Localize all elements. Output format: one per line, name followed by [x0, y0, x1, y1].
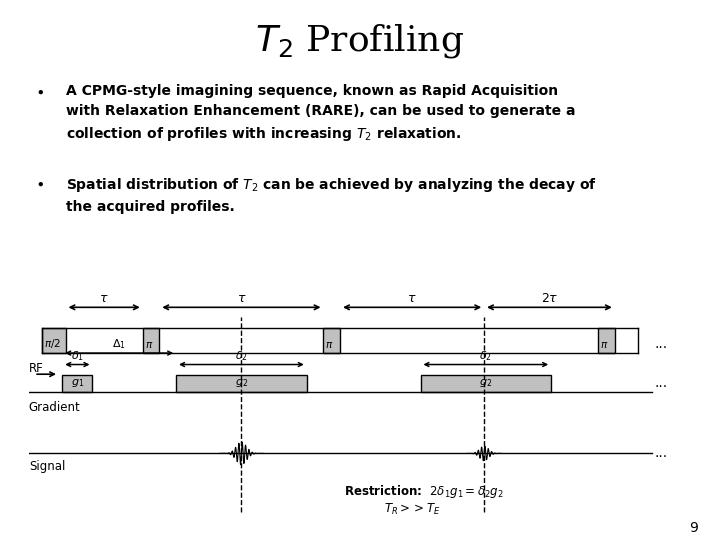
Text: $g_1$: $g_1$	[71, 377, 84, 389]
Text: $\pi$: $\pi$	[600, 340, 608, 350]
Text: ...: ...	[655, 376, 668, 390]
Text: $\tau$: $\tau$	[408, 292, 417, 305]
Text: $\delta_1$: $\delta_1$	[71, 349, 84, 363]
Text: $\pi$: $\pi$	[145, 340, 153, 350]
Bar	[598, 328, 615, 353]
Bar	[42, 328, 66, 353]
Bar	[176, 375, 307, 392]
Text: $\delta_2$: $\delta_2$	[480, 349, 492, 363]
Bar	[63, 375, 92, 392]
Text: RF: RF	[29, 362, 43, 375]
Text: $\bullet$: $\bullet$	[35, 84, 45, 99]
Text: ...: ...	[655, 338, 668, 352]
Text: $g_2$: $g_2$	[235, 377, 248, 389]
Text: Spatial distribution of $\mathit{T}_2$ can be achieved by analyzing the decay of: Spatial distribution of $\mathit{T}_2$ c…	[66, 176, 597, 214]
Text: A CPMG-style imagining sequence, known as Rapid Acquisition
with Relaxation Enha: A CPMG-style imagining sequence, known a…	[66, 84, 575, 143]
Text: $\mathit{T}_2$ Profiling: $\mathit{T}_2$ Profiling	[256, 22, 464, 59]
Text: $g_2$: $g_2$	[480, 377, 492, 389]
Bar	[420, 375, 551, 392]
Text: 9: 9	[690, 521, 698, 535]
Text: $\pi$: $\pi$	[325, 340, 334, 350]
Text: $\tau$: $\tau$	[99, 292, 109, 305]
Text: $\delta_2$: $\delta_2$	[235, 349, 248, 363]
Text: Restriction:  $2\delta_1 g_1 = \delta_2 g_2$: Restriction: $2\delta_1 g_1 = \delta_2 g…	[343, 483, 503, 501]
Bar	[323, 328, 340, 353]
Text: Signal: Signal	[29, 461, 66, 474]
Text: $\bullet$: $\bullet$	[35, 176, 45, 191]
Bar	[143, 328, 159, 353]
Text: $\pi/2$: $\pi/2$	[44, 338, 61, 350]
Text: $\tau$: $\tau$	[237, 292, 246, 305]
Text: ...: ...	[655, 447, 668, 461]
Text: $T_R >> T_E$: $T_R >> T_E$	[384, 502, 440, 517]
Text: Gradient: Gradient	[29, 401, 81, 414]
Text: $\Delta_1$: $\Delta_1$	[112, 338, 126, 352]
Text: $2\tau$: $2\tau$	[541, 292, 558, 305]
